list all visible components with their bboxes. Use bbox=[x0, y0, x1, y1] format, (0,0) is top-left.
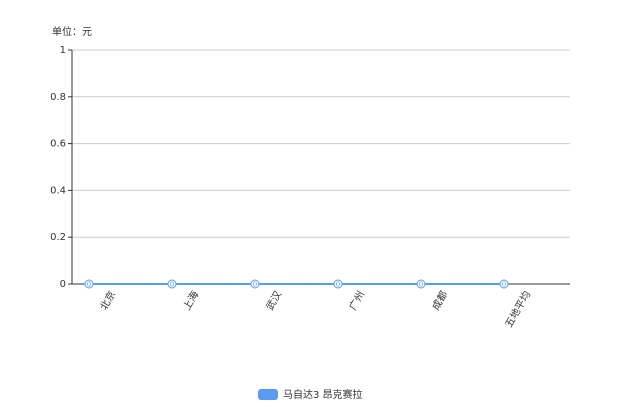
y-tick-label: 0 bbox=[60, 279, 66, 290]
x-tick-label: 成都 bbox=[430, 289, 450, 312]
value-label: 0 bbox=[419, 281, 423, 289]
legend-swatch bbox=[258, 389, 278, 400]
point bbox=[416, 279, 426, 289]
unit-label: 单位：元 bbox=[52, 25, 92, 38]
value-label: 0 bbox=[87, 281, 91, 289]
y-tick-label: 0.2 bbox=[50, 232, 66, 243]
y-tick-label: 0.6 bbox=[50, 139, 66, 150]
value-label: 0 bbox=[253, 281, 257, 289]
value-label: 0 bbox=[502, 281, 506, 289]
x-tick-label: 北京 bbox=[97, 289, 118, 313]
point bbox=[167, 279, 177, 289]
x-tick-label: 五地平均 bbox=[502, 289, 533, 330]
x-tick-label: 武汉 bbox=[263, 289, 284, 313]
legend-label: 马自达3 昂克赛拉 bbox=[283, 388, 363, 401]
y-tick-label: 0.8 bbox=[50, 92, 66, 103]
y-tick-label: 0.4 bbox=[50, 185, 66, 196]
x-tick-label: 上海 bbox=[180, 289, 201, 313]
point bbox=[84, 279, 94, 289]
value-label: 0 bbox=[336, 281, 340, 289]
y-tick-label: 1 bbox=[60, 45, 66, 56]
point bbox=[333, 279, 343, 289]
point bbox=[250, 279, 260, 289]
value-label: 0 bbox=[170, 281, 174, 289]
point bbox=[499, 279, 509, 289]
x-tick-label: 广州 bbox=[347, 289, 367, 312]
